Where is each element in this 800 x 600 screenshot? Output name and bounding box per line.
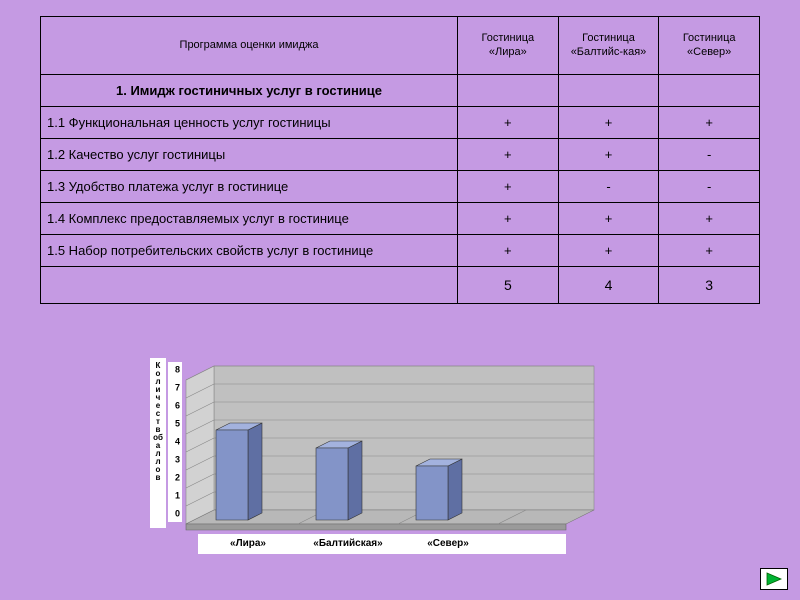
cell-3-0: +: [458, 202, 559, 234]
table-row: 1.4 Комплекс предоставляемых услуг в гос…: [41, 202, 760, 234]
row-label-1: 1.2 Качество услуг гостиницы: [41, 138, 458, 170]
ytick-8: 8: [175, 366, 180, 375]
cell-4-0: +: [458, 234, 559, 266]
xaxis-labels: «Лира»«Балтийская»«Север»: [198, 534, 566, 554]
ytick-0: 0: [175, 510, 180, 519]
table-header-col-2: Гостиница «Север»: [659, 17, 760, 75]
bar-chart-3d: Количествобаллов 0 1 2 3 4 5 6 7 8 «Лира»«Балтий…: [150, 358, 600, 568]
table-row: 1.3 Удобство платежа услуг в гостинице+-…: [41, 170, 760, 202]
table-header-col-0: Гостиница «Лира»: [458, 17, 559, 75]
cell-0-0: +: [458, 106, 559, 138]
chart-svg: [184, 358, 600, 534]
ytick-7: 7: [175, 384, 180, 393]
evaluation-table: Программа оценки имиджа Гостиница «Лира»…: [40, 16, 760, 304]
ytick-2: 2: [175, 474, 180, 483]
ytick-4: 4: [175, 438, 180, 447]
section-title: 1. Имидж гостиничных услуг в гостинице: [41, 74, 458, 106]
cell-3-1: +: [558, 202, 659, 234]
section-empty-0: [458, 74, 559, 106]
cell-0-2: +: [659, 106, 760, 138]
total-2: 3: [659, 266, 760, 303]
xlabel-2: «Север»: [398, 534, 498, 554]
cell-4-2: +: [659, 234, 760, 266]
cell-2-2: -: [659, 170, 760, 202]
cell-1-2: -: [659, 138, 760, 170]
xlabel-1: «Балтийская»: [298, 534, 398, 554]
total-1: 4: [558, 266, 659, 303]
cell-1-0: +: [458, 138, 559, 170]
cell-2-0: +: [458, 170, 559, 202]
total-0: 5: [458, 266, 559, 303]
table-row: 1.2 Качество услуг гостиницы++-: [41, 138, 760, 170]
play-icon: [765, 572, 783, 586]
table-row: 1.1 Функциональная ценность услуг гостин…: [41, 106, 760, 138]
ytick-6: 6: [175, 402, 180, 411]
evaluation-table-container: Программа оценки имиджа Гостиница «Лира»…: [0, 0, 800, 304]
row-label-4: 1.5 Набор потребительских свойств услуг …: [41, 234, 458, 266]
section-empty-1: [558, 74, 659, 106]
cell-2-1: -: [558, 170, 659, 202]
section-empty-2: [659, 74, 760, 106]
yaxis-label: Количествобаллов: [150, 358, 166, 528]
table-header-col-1: Гостиница «Балтийс-кая»: [558, 17, 659, 75]
ytick-1: 1: [175, 492, 180, 501]
row-label-2: 1.3 Удобство платежа услуг в гостинице: [41, 170, 458, 202]
cell-4-1: +: [558, 234, 659, 266]
table-row: 1.5 Набор потребительских свойств услуг …: [41, 234, 760, 266]
xlabel-0: «Лира»: [198, 534, 298, 554]
table-header-main: Программа оценки имиджа: [41, 17, 458, 75]
row-label-3: 1.4 Комплекс предоставляемых услуг в гос…: [41, 202, 458, 234]
next-button[interactable]: [760, 568, 788, 590]
cell-1-1: +: [558, 138, 659, 170]
cell-3-2: +: [659, 202, 760, 234]
cell-0-1: +: [558, 106, 659, 138]
ytick-3: 3: [175, 456, 180, 465]
totals-label: [41, 266, 458, 303]
table-body: 1. Имидж гостиничных услуг в гостинице1.…: [41, 74, 760, 303]
row-label-0: 1.1 Функциональная ценность услуг гостин…: [41, 106, 458, 138]
yaxis-ticks: 0 1 2 3 4 5 6 7 8: [168, 362, 182, 522]
ytick-5: 5: [175, 420, 180, 429]
